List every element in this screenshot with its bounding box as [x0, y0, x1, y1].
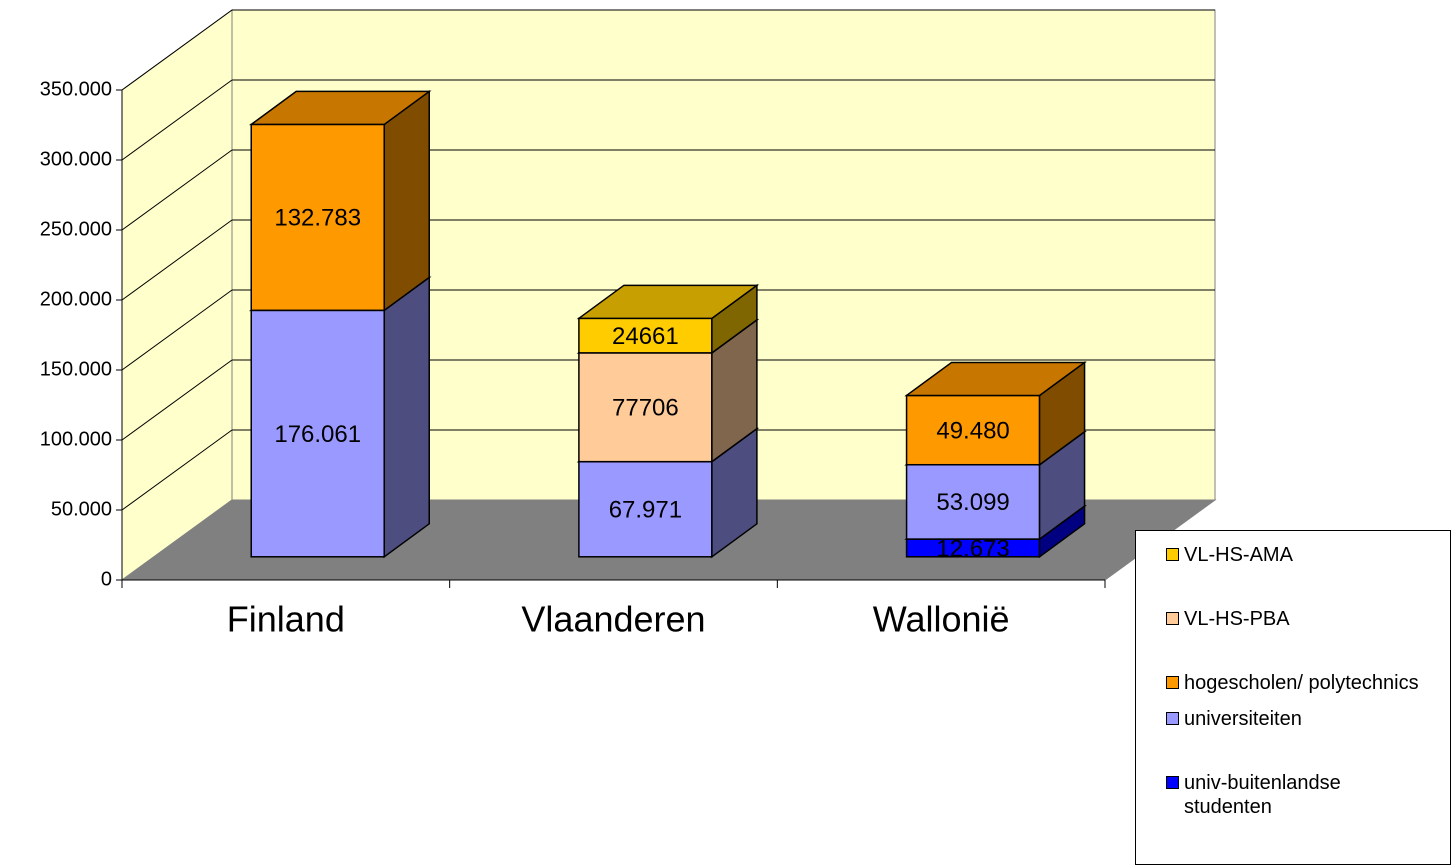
bar-front — [250, 123, 385, 312]
y-tick-label: 50.000 — [51, 498, 112, 520]
bar-side — [383, 89, 430, 312]
legend: VL-HS-AMA VL-HS-PBA hogescholen/ polytechn… — [1135, 530, 1451, 865]
legend-entry: univ-buitenlandse studenten — [1166, 771, 1434, 819]
legend-entry: universiteiten — [1166, 707, 1434, 731]
data-label: 49.480 — [936, 417, 1009, 444]
x-tick-label: Vlaanderen — [521, 599, 705, 640]
left-wall — [121, 9, 233, 581]
data-label: 67.971 — [609, 497, 682, 524]
legend-swatch — [1166, 612, 1179, 625]
data-label: 176.061 — [274, 421, 361, 448]
grid-line — [121, 359, 233, 441]
bar-front — [905, 463, 1041, 540]
x-tick-label: Wallonië — [873, 599, 1010, 640]
bar-top — [248, 90, 432, 126]
legend-entry: hogescholen/ polytechnics — [1166, 671, 1434, 695]
y-tick-label: 300.000 — [40, 148, 112, 170]
y-tick-label: 200.000 — [40, 288, 112, 310]
legend-label: univ-buitenlandse studenten — [1184, 772, 1341, 818]
y-tick-label: 350.000 — [40, 78, 112, 100]
legend-label: hogescholen/ polytechnics — [1184, 672, 1419, 694]
bar-top — [576, 284, 760, 320]
y-tick-label: 250.000 — [40, 218, 112, 240]
grid-line — [121, 9, 233, 91]
data-label: 132.783 — [274, 205, 361, 232]
grid-line — [121, 79, 233, 161]
bar-front — [578, 460, 713, 558]
y-tick-label: 100.000 — [40, 428, 112, 450]
grid-line — [121, 149, 233, 231]
grid-line — [121, 429, 233, 511]
legend-entry: VL-HS-PBA — [1166, 607, 1434, 631]
bar-front — [578, 352, 713, 463]
bar-front — [578, 317, 713, 354]
legend-swatch — [1166, 776, 1179, 789]
y-tick-label: 0 — [101, 568, 112, 590]
legend-swatch — [1166, 712, 1179, 725]
grid-line — [121, 219, 233, 301]
grid-line — [121, 289, 233, 371]
legend-label: VL-HS-PBA — [1184, 608, 1290, 630]
data-label: 53.099 — [936, 489, 1009, 516]
y-tick-label: 150.000 — [40, 358, 112, 380]
data-label: 24661 — [612, 323, 679, 350]
x-tick-label: Finland — [227, 599, 345, 640]
legend-label: VL-HS-AMA — [1184, 544, 1293, 566]
legend-swatch — [1166, 548, 1179, 561]
bar-side — [383, 275, 430, 559]
legend-swatch — [1166, 676, 1179, 689]
legend-entry: VL-HS-AMA — [1166, 543, 1434, 567]
bar-top — [904, 361, 1087, 397]
data-label: 77706 — [612, 395, 679, 422]
legend-label: universiteiten — [1184, 708, 1302, 730]
